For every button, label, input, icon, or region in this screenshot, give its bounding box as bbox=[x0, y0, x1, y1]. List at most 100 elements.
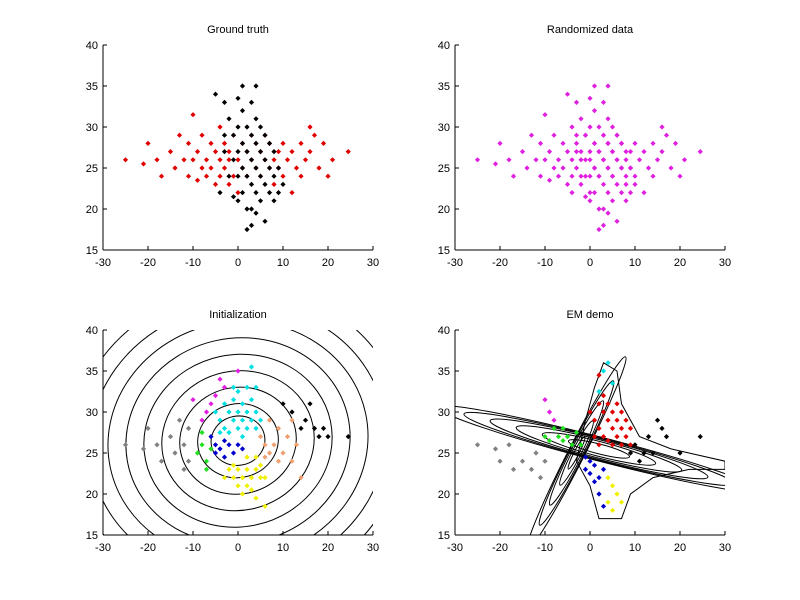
data-point bbox=[253, 116, 259, 122]
data-point bbox=[172, 450, 178, 456]
data-point bbox=[280, 140, 286, 146]
series-points bbox=[596, 360, 616, 395]
y-tick-label: 40 bbox=[438, 325, 450, 337]
data-point bbox=[262, 181, 268, 187]
data-point bbox=[587, 458, 593, 464]
data-point bbox=[226, 157, 232, 163]
data-point bbox=[226, 181, 232, 187]
data-point bbox=[623, 181, 629, 187]
data-point bbox=[203, 458, 210, 464]
x-tick-label: -30 bbox=[95, 257, 111, 269]
data-point bbox=[627, 190, 634, 196]
x-tick-label: 10 bbox=[629, 257, 641, 269]
data-point bbox=[591, 190, 598, 196]
data-point bbox=[627, 450, 634, 456]
data-point bbox=[542, 112, 548, 118]
data-point bbox=[609, 124, 616, 130]
series-points bbox=[257, 417, 304, 481]
data-point bbox=[194, 149, 201, 155]
x-tick-label: 0 bbox=[235, 257, 241, 269]
data-point bbox=[569, 442, 575, 448]
data-point bbox=[122, 157, 129, 163]
plot-clip-group bbox=[122, 83, 351, 233]
data-point bbox=[609, 198, 616, 204]
data-point bbox=[266, 190, 273, 196]
data-point bbox=[302, 157, 309, 163]
data-point bbox=[677, 173, 683, 179]
data-point bbox=[275, 425, 282, 431]
data-point bbox=[587, 124, 593, 130]
x-tick-label: 30 bbox=[367, 542, 379, 554]
data-point bbox=[578, 173, 584, 179]
data-point bbox=[605, 190, 611, 196]
x-tick-label: 10 bbox=[277, 257, 289, 269]
data-point bbox=[221, 475, 228, 481]
data-point bbox=[248, 132, 255, 138]
data-point bbox=[573, 429, 580, 436]
data-point bbox=[248, 206, 255, 212]
data-point bbox=[235, 149, 241, 155]
data-point bbox=[528, 132, 535, 138]
data-point bbox=[542, 157, 548, 163]
data-point bbox=[668, 165, 674, 171]
y-tick-label: 30 bbox=[438, 407, 450, 419]
data-point bbox=[226, 429, 232, 436]
data-point bbox=[614, 157, 620, 163]
data-point bbox=[329, 157, 336, 163]
data-point bbox=[345, 149, 351, 155]
data-point bbox=[253, 165, 259, 171]
data-point bbox=[253, 140, 259, 146]
data-point bbox=[627, 165, 634, 171]
data-point bbox=[560, 140, 566, 146]
data-point bbox=[600, 132, 607, 138]
data-point bbox=[271, 442, 277, 448]
data-point bbox=[212, 91, 219, 97]
data-point bbox=[618, 165, 625, 171]
data-point bbox=[524, 165, 530, 171]
data-point bbox=[474, 442, 481, 448]
contour-lines bbox=[455, 356, 725, 535]
data-point bbox=[587, 95, 593, 101]
data-point bbox=[284, 434, 291, 440]
data-point bbox=[244, 124, 250, 130]
data-point bbox=[573, 149, 580, 155]
data-point bbox=[257, 173, 264, 179]
x-tick-label: 10 bbox=[629, 542, 641, 554]
data-point bbox=[203, 157, 210, 163]
data-point bbox=[618, 140, 625, 146]
data-point bbox=[176, 132, 183, 138]
y-tick-label: 20 bbox=[438, 204, 450, 216]
data-point bbox=[650, 140, 656, 146]
y-tick-label: 15 bbox=[438, 530, 450, 542]
x-tick-label: 20 bbox=[322, 542, 334, 554]
contour-line bbox=[179, 386, 297, 495]
y-tick-label: 20 bbox=[86, 204, 98, 216]
series-points bbox=[280, 401, 351, 440]
data-point bbox=[600, 503, 607, 509]
data-point bbox=[271, 149, 277, 155]
data-point bbox=[316, 434, 322, 440]
data-point bbox=[302, 417, 309, 423]
y-tick-label: 15 bbox=[86, 245, 98, 257]
data-point bbox=[253, 190, 259, 196]
data-point bbox=[596, 401, 602, 407]
y-tick-label: 35 bbox=[86, 366, 98, 378]
data-point bbox=[609, 380, 616, 386]
data-point bbox=[230, 194, 237, 200]
x-tick-label: -10 bbox=[185, 257, 201, 269]
data-point bbox=[239, 165, 246, 171]
data-point bbox=[262, 157, 268, 163]
data-point bbox=[623, 149, 629, 155]
x-tick-label: -30 bbox=[447, 542, 463, 554]
data-point bbox=[345, 434, 351, 440]
data-point bbox=[573, 132, 580, 138]
data-point bbox=[257, 124, 264, 130]
data-point bbox=[587, 470, 593, 477]
contour-line bbox=[567, 436, 586, 470]
data-point bbox=[555, 173, 562, 179]
plot-area: -30 -20 -10 0 10 20 30 15 20 25 30 35 40 bbox=[438, 40, 731, 269]
data-point bbox=[573, 140, 580, 146]
data-point bbox=[199, 132, 205, 138]
contour-line bbox=[489, 418, 709, 480]
data-point bbox=[253, 210, 259, 216]
